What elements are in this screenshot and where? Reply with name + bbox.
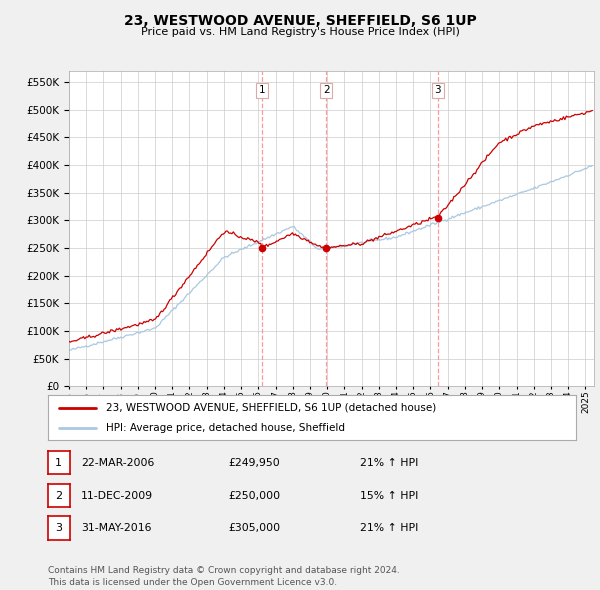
Text: 2: 2 xyxy=(55,491,62,500)
Text: 23, WESTWOOD AVENUE, SHEFFIELD, S6 1UP: 23, WESTWOOD AVENUE, SHEFFIELD, S6 1UP xyxy=(124,14,476,28)
Text: Price paid vs. HM Land Registry's House Price Index (HPI): Price paid vs. HM Land Registry's House … xyxy=(140,28,460,37)
Text: 21% ↑ HPI: 21% ↑ HPI xyxy=(360,523,418,533)
Text: 3: 3 xyxy=(434,85,441,95)
Text: £249,950: £249,950 xyxy=(228,458,280,467)
Text: HPI: Average price, detached house, Sheffield: HPI: Average price, detached house, Shef… xyxy=(106,424,345,434)
Text: 11-DEC-2009: 11-DEC-2009 xyxy=(81,491,153,500)
Text: Contains HM Land Registry data © Crown copyright and database right 2024.
This d: Contains HM Land Registry data © Crown c… xyxy=(48,566,400,587)
Text: £305,000: £305,000 xyxy=(228,523,280,533)
Text: 15% ↑ HPI: 15% ↑ HPI xyxy=(360,491,418,500)
Text: 1: 1 xyxy=(55,458,62,467)
Text: 2: 2 xyxy=(323,85,329,95)
Text: 22-MAR-2006: 22-MAR-2006 xyxy=(81,458,154,467)
Text: 23, WESTWOOD AVENUE, SHEFFIELD, S6 1UP (detached house): 23, WESTWOOD AVENUE, SHEFFIELD, S6 1UP (… xyxy=(106,403,436,412)
Text: 1: 1 xyxy=(259,85,265,95)
Text: 3: 3 xyxy=(55,523,62,533)
Text: £250,000: £250,000 xyxy=(228,491,280,500)
Text: 21% ↑ HPI: 21% ↑ HPI xyxy=(360,458,418,467)
Text: 31-MAY-2016: 31-MAY-2016 xyxy=(81,523,151,533)
